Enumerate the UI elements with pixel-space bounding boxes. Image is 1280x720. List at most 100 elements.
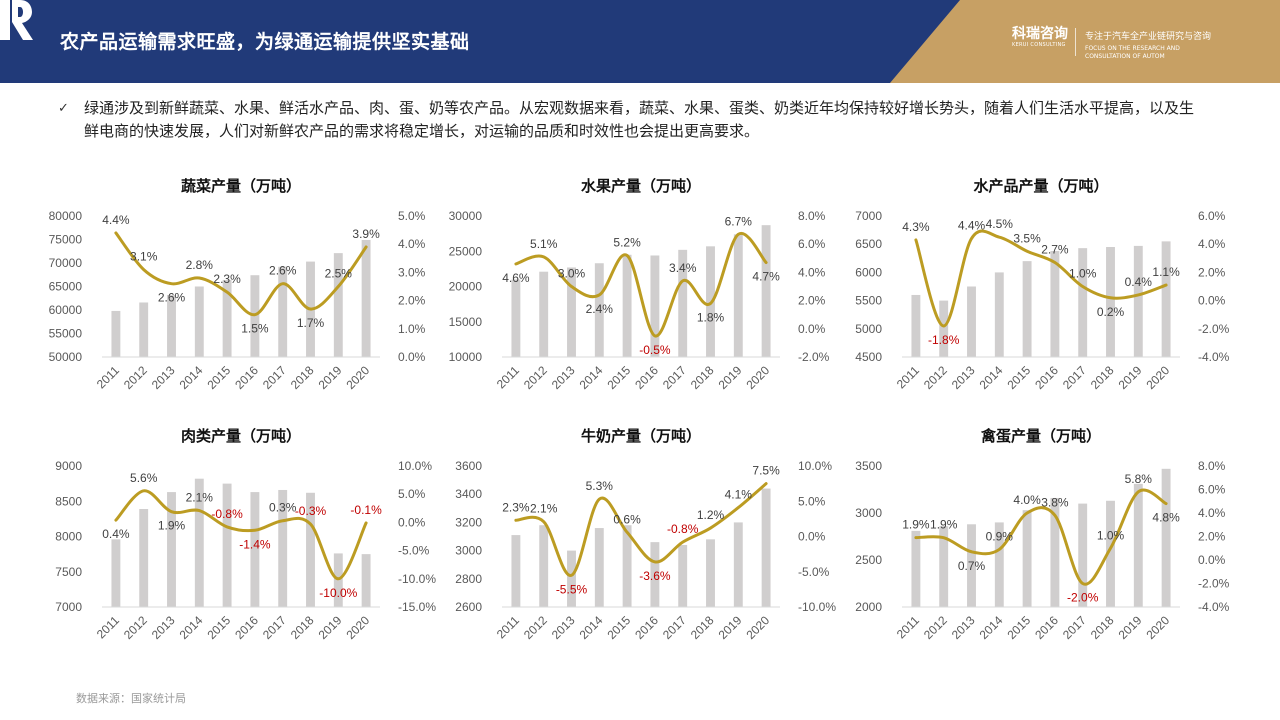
data-label: 3.9% [352, 227, 380, 241]
right-axis-tick: 0.0% [798, 322, 826, 336]
data-label: 2.5% [325, 267, 353, 281]
growth-line [114, 231, 368, 317]
category-label: 2012 [121, 613, 150, 642]
left-axis-tick: 3000 [855, 506, 882, 520]
chart-title: 肉类产量（万吨） [181, 427, 301, 445]
data-label: 2.4% [586, 302, 614, 316]
left-axis-tick: 6000 [855, 265, 882, 279]
data-label: 4.6% [502, 271, 530, 285]
category-label: 2011 [894, 613, 922, 641]
category-label: 2020 [743, 363, 772, 392]
left-axis-tick: 5000 [855, 322, 882, 336]
data-label: -1.4% [239, 537, 271, 551]
category-label: 2020 [1143, 613, 1172, 642]
right-axis-tick: -4.0% [1198, 350, 1230, 364]
category-label: 2017 [1060, 363, 1089, 392]
category-label: 2016 [1032, 363, 1061, 392]
bar [511, 535, 521, 607]
bar [622, 254, 632, 357]
intro-text: 绿通涉及到新鲜蔬菜、水果、鲜活水产品、肉、蛋、奶等农产品。从宏观数据来看，蔬菜、… [84, 99, 1195, 140]
bar [911, 294, 921, 357]
data-label: 2.1% [186, 491, 214, 505]
data-label: 0.7% [958, 559, 986, 573]
bar [1050, 497, 1060, 607]
bar [594, 528, 604, 607]
left-axis-tick: 2000 [855, 600, 882, 614]
growth-line [914, 488, 1168, 586]
chart-eggs: 禽蛋产量（万吨） 2000 2500 3000 3500 -4.0% -2.0% 0.0% 2.… [840, 420, 1240, 680]
category-label: 2012 [921, 363, 950, 392]
right-axis-tick: 10.0% [798, 459, 832, 473]
logo-slogan-en: FOCUS ON THE RESEARCH AND CONSULTATION O… [1085, 45, 1180, 60]
category-label: 2017 [660, 363, 689, 392]
bar [994, 272, 1004, 357]
chart-title: 水产品产量（万吨） [973, 177, 1108, 195]
bar [967, 524, 976, 607]
bar [678, 249, 688, 357]
category-label: 2019 [1116, 363, 1145, 392]
data-label: 3.0% [558, 267, 586, 281]
category-label: 2015 [604, 363, 633, 392]
left-axis-tick: 3000 [455, 544, 482, 558]
data-label: 4.8% [1152, 511, 1180, 525]
right-axis-tick: 4.0% [1198, 506, 1226, 520]
chart-title: 禽蛋产量（万吨） [980, 427, 1101, 445]
right-axis-tick: -2.0% [798, 350, 830, 364]
logo-separator [1075, 28, 1076, 56]
right-axis-tick: 6.0% [1198, 209, 1226, 223]
right-axis-tick: 4.0% [1198, 237, 1226, 251]
category-label: 2012 [521, 613, 550, 642]
bar [139, 302, 149, 357]
data-label: 2.1% [530, 502, 558, 516]
category-label: 2018 [688, 613, 717, 642]
bar [650, 255, 660, 357]
left-axis-tick: 4500 [855, 350, 882, 364]
left-axis-tick: 9000 [55, 459, 82, 473]
category-label: 2013 [149, 613, 178, 642]
category-label: 2017 [260, 363, 289, 392]
data-label: 4.4% [102, 213, 130, 227]
bar [167, 294, 176, 357]
data-label: 2.6% [158, 291, 186, 305]
header-accent [890, 0, 1280, 83]
data-label: 0.3% [269, 501, 297, 515]
right-axis-tick: 8.0% [1198, 459, 1226, 473]
category-label: 2015 [1004, 363, 1033, 392]
data-label: 1.5% [241, 322, 269, 336]
chart-title: 牛奶产量（万吨） [581, 427, 701, 445]
right-axis-tick: 0.0% [798, 530, 826, 544]
category-label: 2016 [232, 363, 261, 392]
bar [622, 525, 632, 607]
bar [1161, 241, 1171, 357]
chart-milk: 牛奶产量（万吨） 2600 2800 3000 3200 3400 3600 -10.0% -5… [440, 420, 840, 680]
left-axis-tick: 80000 [49, 209, 83, 223]
bar [761, 225, 771, 357]
bar [222, 279, 232, 357]
left-axis-tick: 3400 [455, 487, 482, 501]
left-axis-tick: 20000 [449, 280, 483, 294]
chart-meat: 肉类产量（万吨） 7000 7500 8000 8500 9000 -15.0% -10.0%… [40, 420, 440, 680]
growth-line [914, 229, 1168, 328]
category-label: 2011 [94, 363, 122, 391]
data-label: -0.1% [350, 503, 382, 517]
check-icon: ✓ [58, 101, 69, 116]
right-axis-tick: 6.0% [1198, 483, 1226, 497]
header-banner: 农产品运输需求旺盛，为绿通运输提供坚实基础 科瑞咨询 KERUI CONSULT… [0, 0, 1280, 83]
data-label: 1.9% [158, 519, 186, 533]
data-label: 0.9% [986, 529, 1014, 543]
data-label: -0.5% [639, 343, 671, 357]
right-axis-tick: 6.0% [798, 237, 826, 251]
growth-line [514, 231, 768, 338]
category-label: 2019 [716, 363, 745, 392]
intro-paragraph: ✓ 绿通涉及到新鲜蔬菜、水果、鲜活水产品、肉、蛋、奶等农产品。从宏观数据来看，蔬… [58, 97, 1208, 143]
right-axis-tick: 0.0% [398, 515, 426, 529]
left-axis-tick: 5500 [855, 294, 882, 308]
logo-slogan: 专注于汽车全产业链研究与咨询 [1085, 32, 1212, 42]
category-label: 2013 [549, 613, 578, 642]
category-label: 2016 [632, 363, 661, 392]
data-label: -0.3% [295, 504, 327, 518]
data-label: 4.7% [752, 270, 780, 284]
data-label: 5.1% [530, 237, 558, 251]
category-label: 2020 [343, 363, 372, 392]
header-background [0, 0, 1280, 83]
